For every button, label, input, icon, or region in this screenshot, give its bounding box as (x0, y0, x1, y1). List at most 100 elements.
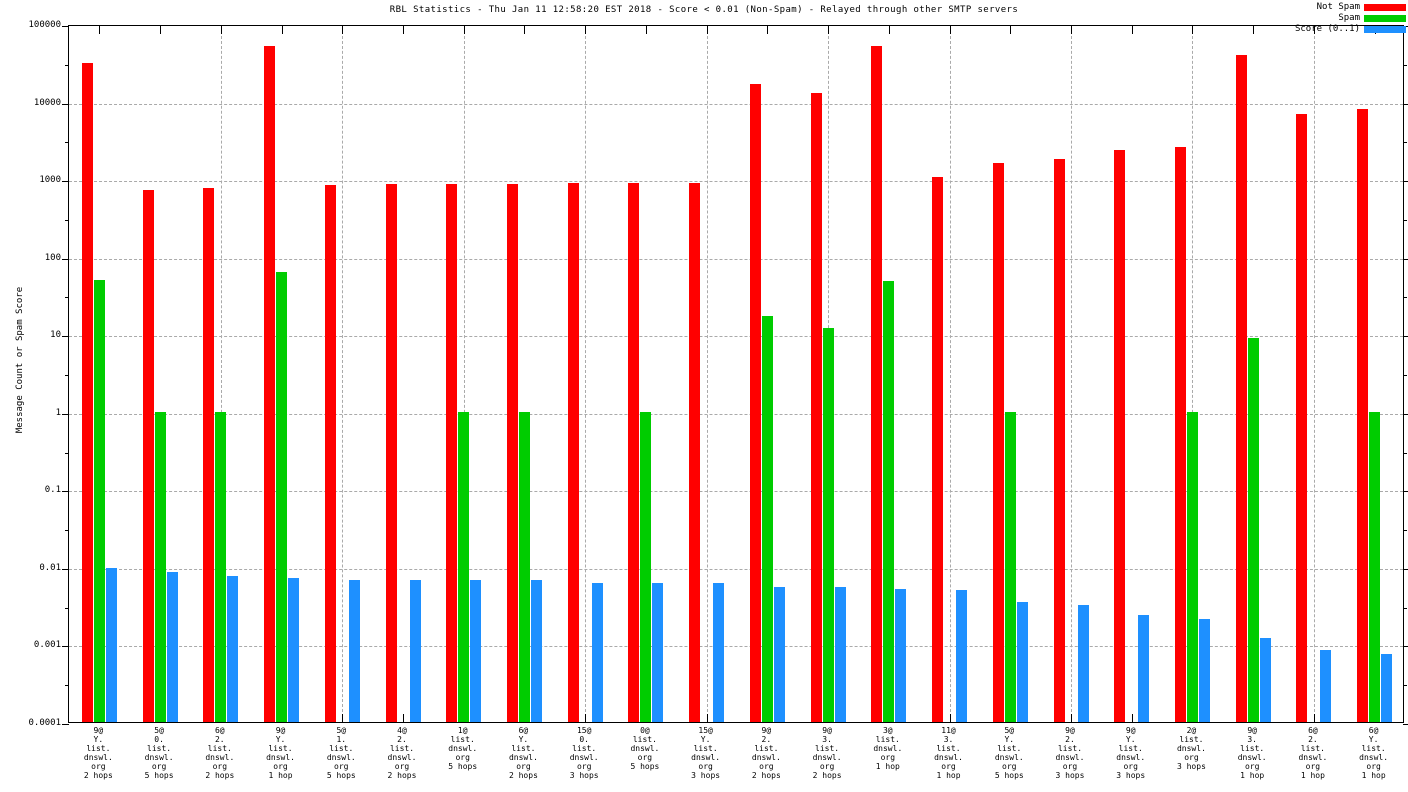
x-axis-label-line: org (698, 762, 713, 771)
x-axis-label-line: 2. (761, 735, 772, 744)
x-axis-label-line: 9@ (1247, 726, 1257, 735)
x-axis-label-line: list. (511, 744, 536, 753)
x-axis-label-line: org (880, 753, 896, 762)
y-axis-tick (1403, 181, 1408, 183)
x-axis-label-line: list. (207, 744, 232, 753)
x-axis-label-line: 5 hops (326, 771, 356, 780)
x-axis-label-line: list. (875, 735, 900, 744)
x-axis-label-line: dnswl. (266, 753, 295, 762)
x-axis-label-line: list. (147, 744, 172, 753)
bar-score (956, 589, 968, 722)
x-axis-label-line: Y. (518, 735, 529, 744)
x-axis-label-line: 11@ (941, 726, 956, 735)
x-axis-label-line: org (1062, 762, 1078, 771)
x-axis-label-line: 6@ (1308, 726, 1318, 735)
x-axis-tick-label: 6@ 2. list. dnswl. org 2 hops (189, 726, 250, 780)
y-axis-minor-tick (65, 685, 69, 687)
x-axis-tick (706, 26, 708, 34)
x-axis-label-line: Y. (275, 735, 286, 744)
x-axis-tick-label: 5@ 1. list. dnswl. org 5 hops (311, 726, 372, 780)
x-axis-label-line: 2 hops (83, 771, 113, 780)
x-axis-label-line: 6@ (214, 726, 225, 735)
grid-line (69, 258, 1403, 260)
bar-not-spam (506, 184, 518, 722)
x-axis-label-line: 9@ (822, 726, 832, 735)
y-axis-tick-label: 0.001 (33, 640, 61, 651)
x-axis-label-line: org (151, 762, 167, 771)
chart-legend: Not Spam Spam Score (0..1) (1295, 2, 1406, 35)
bar-score (166, 572, 178, 722)
x-axis-label-line: dnswl. (1359, 753, 1389, 762)
x-axis-label-line: list. (1300, 744, 1325, 753)
x-axis-label-line: list. (572, 744, 597, 753)
x-axis-label-line: list. (389, 744, 415, 753)
y-axis-tick (62, 568, 69, 570)
x-axis-label-line: org (941, 762, 956, 771)
bar-score (470, 580, 482, 722)
x-axis-tick (1071, 714, 1072, 722)
x-axis-label-line: org (1184, 753, 1199, 762)
legend-swatch (1364, 15, 1406, 22)
x-axis-label-line: 3 hops (569, 771, 599, 780)
x-axis-label-line: dnswl. (1176, 744, 1206, 753)
x-axis-label-line: 1 hop (268, 771, 293, 780)
x-axis-label-line: 5 hops (448, 762, 478, 771)
legend-item: Score (0..1) (1295, 24, 1406, 35)
x-axis-label-line: org (1002, 762, 1017, 771)
grid-line-vertical (1192, 26, 1194, 722)
bar-spam (883, 281, 895, 722)
y-axis-minor-tick (1403, 219, 1407, 221)
x-axis-label-line: 3 hops (691, 771, 721, 780)
grid-line (69, 568, 1403, 570)
grid-line (69, 181, 1403, 183)
x-axis-label-line: org (1305, 762, 1321, 771)
bar-not-spam (385, 183, 397, 722)
x-axis-tick (828, 26, 830, 34)
x-axis-tick (1010, 26, 1012, 34)
x-axis-tick (767, 26, 769, 34)
x-axis-label-line: 3. (822, 735, 832, 744)
x-axis-label-line: list. (1057, 744, 1083, 753)
x-axis-tick-label: 0@ list. dnswl. org 5 hops (615, 726, 676, 771)
x-axis-label-line: list. (1240, 744, 1265, 753)
bar-not-spam (1174, 146, 1186, 722)
x-axis-tick-label: 9@ 2. list. dnswl. org 2 hops (736, 726, 797, 780)
x-axis-label-line: 1@ (457, 726, 468, 735)
x-axis-tick-label: 5@ 0. list. dnswl. org 5 hops (129, 726, 190, 780)
bar-not-spam (932, 177, 944, 722)
x-axis-label-line: dnswl. (994, 753, 1024, 762)
x-axis-tick (1071, 26, 1072, 34)
x-axis-tick-label: 9@ Y. list. dnswl. org 1 hop (250, 726, 311, 780)
x-axis-label-line: 2. (214, 735, 225, 744)
x-axis-label-line: 9@ (275, 726, 286, 735)
bar-score (1320, 649, 1332, 722)
bar-not-spam (567, 182, 579, 722)
y-axis-tick-label: 100000 (28, 20, 61, 30)
x-axis-tick-label: 6@ Y. list. dnswl. org 2 hops (493, 726, 554, 780)
x-axis-label-line: 0@ (640, 726, 650, 735)
x-axis-tick (99, 26, 101, 34)
bar-spam (761, 316, 773, 722)
y-axis-tick (62, 646, 69, 648)
legend-swatch (1364, 4, 1406, 11)
y-axis-tick-label: 1 (55, 407, 61, 418)
bar-score (1016, 602, 1028, 722)
x-axis-label-line: Y. (1004, 735, 1015, 744)
y-axis-minor-tick (65, 219, 69, 221)
bar-score (652, 583, 664, 722)
bar-spam (1369, 411, 1381, 722)
x-axis-tick (1131, 714, 1133, 722)
y-axis-minor-tick (1403, 530, 1407, 532)
y-axis-tick (62, 26, 69, 27)
y-axis-tick (62, 491, 69, 493)
x-axis-label-line: org (819, 762, 835, 771)
x-axis-label-line: 0. (579, 735, 589, 744)
x-axis-tick (403, 714, 404, 722)
x-axis-label-line: 1 hop (936, 771, 961, 780)
x-axis-label-line: dnswl. (630, 744, 660, 753)
grid-line (69, 491, 1403, 493)
y-axis-label-wrap: Message Count or Spam Score (0, 0, 25, 723)
bar-score (530, 580, 542, 722)
y-axis-tick (62, 181, 69, 183)
x-axis-label-line: org (637, 753, 653, 762)
